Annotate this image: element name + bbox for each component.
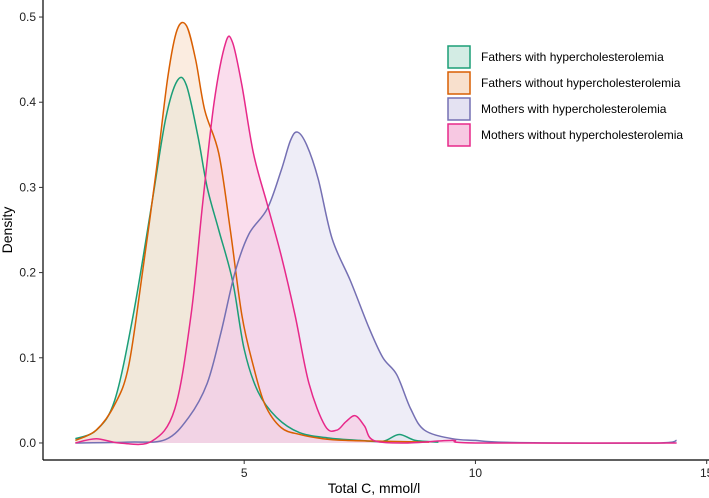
y-tick-label: 0.1 [19, 351, 36, 365]
x-ticks: 5 10 15 [241, 460, 709, 480]
x-tick-label: 10 [469, 466, 483, 480]
legend-label: Fathers without hypercholesterolemia [481, 76, 681, 90]
density-line-fathers-without-hypercholesterolemia [75, 21, 430, 443]
legend-label: Mothers without hypercholesterolemia [481, 128, 683, 142]
y-tick-label: 0.2 [19, 266, 36, 280]
legend-swatch-mothers-without-hypercholesterolemia [447, 123, 471, 147]
legend-swatch-mothers-with-hypercholesterolemia [447, 97, 471, 121]
plot-lines [75, 21, 677, 446]
y-tick-label: 0.4 [19, 95, 36, 109]
legend-label: Mothers with hypercholesterolemia [481, 102, 667, 116]
legend-swatch-fathers-with-hypercholesterolemia [447, 45, 471, 69]
legend-swatch-fathers-without-hypercholesterolemia [447, 71, 471, 95]
legend: Fathers with hypercholesterolemia Fathers… [447, 45, 683, 147]
x-axis-title: Total C, mmol/l [328, 480, 421, 496]
density-line-mothers-with-hypercholesterolemia [75, 131, 677, 444]
y-ticks: 0.0 0.1 0.2 0.3 0.4 0.5 [19, 10, 43, 450]
y-tick-label: 0.3 [19, 180, 36, 194]
x-tick-label: 5 [241, 466, 248, 480]
y-tick-label: 0.0 [19, 436, 36, 450]
x-tick-label: 15 [700, 466, 709, 480]
density-area-mothers-without-hypercholesterolemia [75, 36, 677, 445]
y-axis-title: Density [0, 207, 15, 254]
density-line-mothers-without-hypercholesterolemia [75, 35, 677, 446]
y-tick-label: 0.5 [19, 10, 36, 24]
legend-label: Fathers with hypercholesterolemia [481, 50, 664, 64]
